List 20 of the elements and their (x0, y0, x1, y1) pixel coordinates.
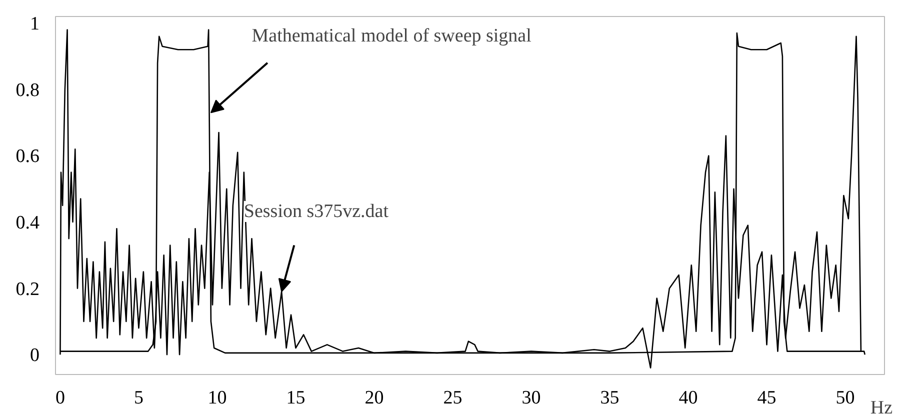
x-tick-label: 35 (600, 388, 620, 408)
annotation: Mathematical model of sweep signal (252, 25, 532, 46)
y-tick-label: 0.2 (16, 278, 40, 300)
y-tick-label: 1 (30, 14, 40, 35)
x-tick-label: 25 (443, 388, 462, 408)
x-axis-title: Hz (870, 398, 892, 416)
y-tick-label: 0.4 (16, 212, 40, 234)
x-tick-label: 0 (55, 388, 65, 408)
x-tick-label: 30 (522, 388, 541, 408)
x-tick-label: 20 (364, 388, 384, 408)
annotation: Session s375vz.dat (244, 201, 390, 222)
x-tick-label: 45 (757, 388, 776, 408)
y-tick-label: 0.8 (16, 80, 40, 101)
y-tick-label: 0 (30, 345, 40, 366)
x-tick-label: 50 (836, 388, 855, 408)
x-tick-label: 40 (678, 388, 698, 408)
x-tick-label: 10 (208, 388, 227, 408)
x-tick-label: 5 (134, 388, 144, 408)
x-tick-label: 15 (286, 388, 306, 408)
y-tick-label: 0.6 (16, 146, 40, 168)
